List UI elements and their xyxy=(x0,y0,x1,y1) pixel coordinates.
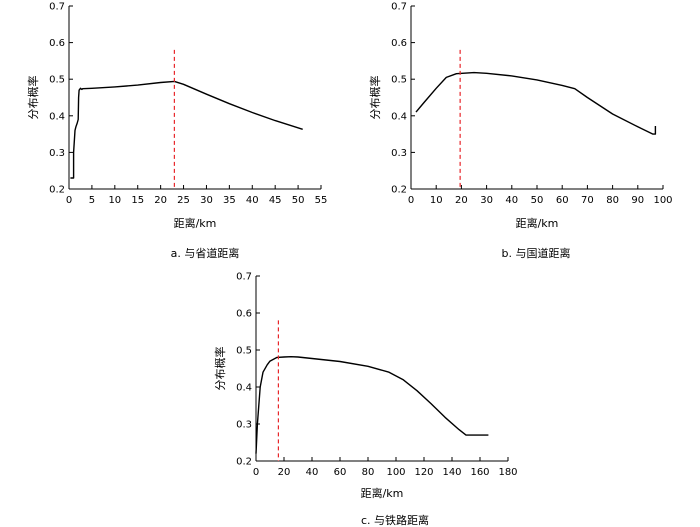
y-tick-label: 0.7 xyxy=(49,2,65,13)
x-tick-label: 140 xyxy=(442,467,461,478)
x-tick-label: 40 xyxy=(505,195,518,206)
x-tick-label: 60 xyxy=(556,195,569,206)
x-axis-title: 距离/km xyxy=(174,216,217,230)
x-tick-label: 60 xyxy=(334,467,347,478)
chart-panel-b: 0.2 0.3 0.4 0.5 0.6 0.7 0 10 20 30 40 50 60 70 80 90 100… xyxy=(368,2,673,261)
x-axis-title: 距离/km xyxy=(361,486,404,500)
y-axis-title: 分布概率 xyxy=(213,347,227,391)
x-tick-label: 50 xyxy=(531,195,544,206)
panel-caption: b. 与国道距离 xyxy=(502,246,571,260)
x-tick-label: 180 xyxy=(498,467,517,478)
x-axis-title: 距离/km xyxy=(516,216,559,230)
x-tick-label: 100 xyxy=(653,195,672,206)
series-line xyxy=(255,356,489,454)
x-tick-label: 20 xyxy=(154,195,167,206)
y-tick-label: 0.4 xyxy=(391,111,407,122)
x-tick-label: 80 xyxy=(606,195,619,206)
y-tick-label: 0.5 xyxy=(236,346,252,357)
y-tick-label: 0.4 xyxy=(49,111,65,122)
series-line xyxy=(415,71,657,135)
x-tick-label: 0 xyxy=(253,467,259,478)
x-tick-label: 160 xyxy=(470,467,489,478)
chart-panel-a: 0.2 0.3 0.4 0.5 0.6 0.7 0 5 10 15 20 25 30 35 40 45 50 55… xyxy=(26,2,327,261)
y-tick-label: 0.5 xyxy=(49,75,65,86)
y-tick-label: 0.2 xyxy=(49,185,65,196)
x-tick-label: 25 xyxy=(177,195,190,206)
x-tick-label: 10 xyxy=(430,195,443,206)
x-tick-label: 55 xyxy=(315,195,328,206)
x-tick-label: 120 xyxy=(414,467,433,478)
chart-panel-c: 0.2 0.3 0.4 0.5 0.6 0.7 0 20 40 60 80 100 120 140 160 1… xyxy=(213,272,518,527)
y-tick-label: 0.4 xyxy=(236,383,252,394)
x-tick-label: 20 xyxy=(455,195,468,206)
x-tick-label: 0 xyxy=(66,195,72,206)
x-tick-label: 35 xyxy=(223,195,236,206)
y-tick-label: 0.6 xyxy=(49,38,65,49)
y-tick-label: 0.6 xyxy=(236,309,252,320)
y-tick-label: 0.3 xyxy=(236,420,252,431)
x-tick-label: 30 xyxy=(200,195,213,206)
y-axis-title: 分布概率 xyxy=(26,76,40,120)
x-tick-label: 40 xyxy=(246,195,259,206)
x-tick-label: 40 xyxy=(306,467,319,478)
x-tick-label: 10 xyxy=(108,195,121,206)
y-tick-label: 0.7 xyxy=(391,2,407,13)
panel-caption: c. 与铁路距离 xyxy=(361,513,429,527)
series-line xyxy=(70,80,303,179)
x-tick-label: 50 xyxy=(292,195,305,206)
y-tick-label: 0.3 xyxy=(391,148,407,159)
x-tick-label: 5 xyxy=(89,195,95,206)
x-tick-label: 70 xyxy=(581,195,594,206)
x-tick-label: 30 xyxy=(480,195,493,206)
y-axis-title: 分布概率 xyxy=(368,76,382,120)
y-tick-label: 0.3 xyxy=(49,148,65,159)
y-tick-label: 0.2 xyxy=(391,185,407,196)
y-tick-label: 0.2 xyxy=(236,457,252,468)
panel-caption: a. 与省道距离 xyxy=(171,246,240,260)
x-tick-label: 100 xyxy=(386,467,405,478)
x-tick-label: 80 xyxy=(362,467,375,478)
x-tick-label: 90 xyxy=(631,195,644,206)
x-tick-label: 45 xyxy=(269,195,282,206)
x-tick-label: 0 xyxy=(408,195,414,206)
y-tick-label: 0.7 xyxy=(236,272,252,283)
x-tick-label: 20 xyxy=(278,467,291,478)
x-tick-label: 15 xyxy=(131,195,144,206)
y-tick-label: 0.6 xyxy=(391,38,407,49)
y-tick-label: 0.5 xyxy=(391,75,407,86)
